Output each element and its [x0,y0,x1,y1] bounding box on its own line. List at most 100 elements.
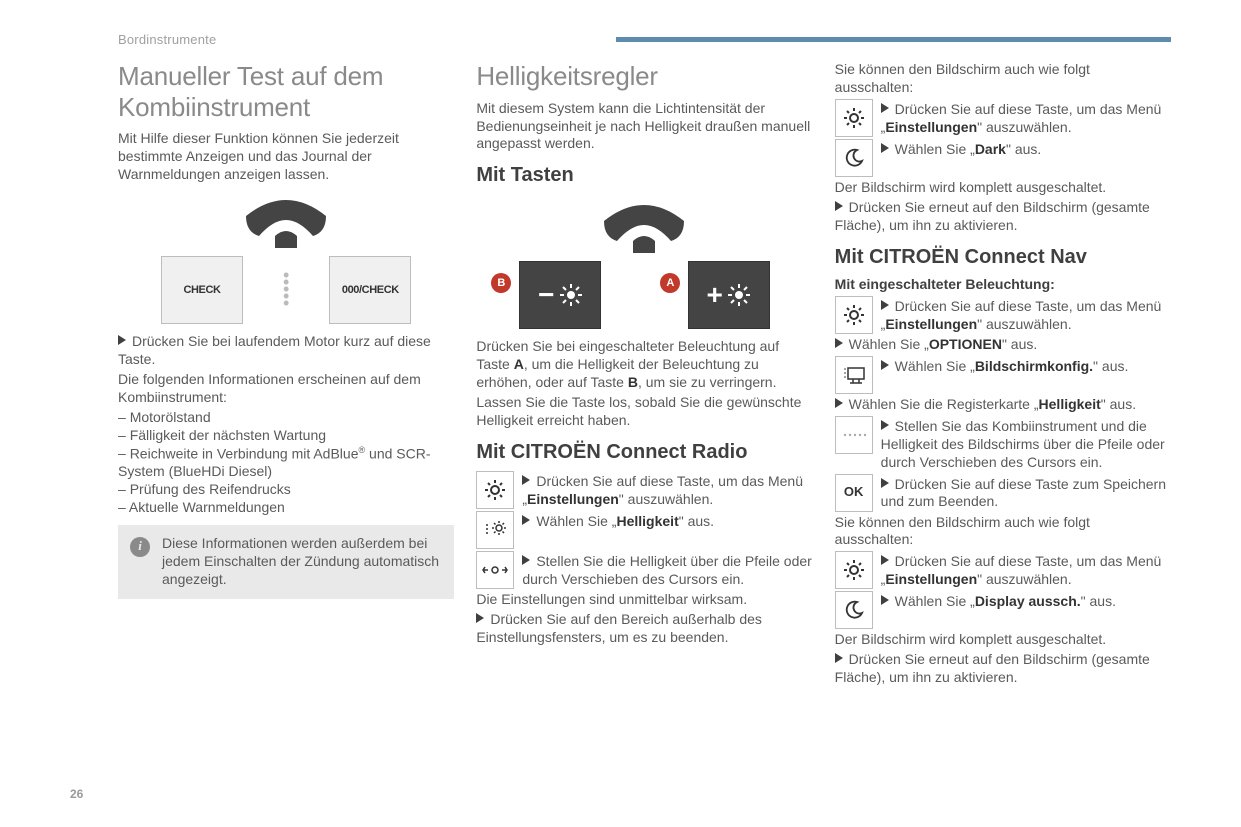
column-1: Manueller Test auf dem Kombiinstrument M… [118,61,454,689]
step-row-settings: Drücken Sie auf diese Taste, um das Menü… [835,551,1171,589]
triangle-bullet-icon [522,475,530,485]
triangle-bullet-icon [881,420,889,430]
arrows-icon [476,551,514,589]
step-text: Wählen Sie „Dark" aus. [881,139,1171,159]
column-2: Helligkeitsregler Mit diesem System kann… [476,61,812,689]
step-row-display-off: Wählen Sie „Display aussch." aus. [835,591,1171,629]
triangle-bullet-icon [881,300,889,310]
manual-page: Bordinstrumente Manueller Test auf dem K… [0,0,1241,827]
list-item: Aktuelle Warnmeldungen [118,499,454,517]
figure-divider-dots: ••••• [283,272,289,307]
badge-a: A [660,273,680,293]
step-row-arrows: Stellen Sie die Helligkeit über die Pfei… [476,551,812,589]
figure-brightness-buttons: B − A + [476,195,812,330]
page-header: Bordinstrumente [118,32,1171,47]
col3-black2: Der Bildschirm wird komplett ausgeschalt… [835,631,1171,649]
col3-off-intro2: Sie können den Bildschirm auch wie folgt… [835,514,1171,550]
col1-intro: Mit Hilfe dieser Funktion können Sie jed… [118,130,454,184]
ok-button-icon: OK [835,474,873,512]
list-item: Prüfung des Reifendrucks [118,481,454,499]
step-row-slider: Stellen Sie das Kombiinstrument und die … [835,416,1171,472]
col1-following-info: Die folgenden Informationen erscheinen a… [118,371,454,407]
step-row-settings: Drücken Sie auf diese Taste, um das Menü… [835,296,1171,334]
screen-config-icon [835,356,873,394]
gear-icon [835,296,873,334]
sun-slider-icon [476,511,514,549]
triangle-bullet-icon [476,613,484,623]
triangle-bullet-icon [835,338,843,348]
list-item: Reichweite in Verbindung mit AdBlue® und… [118,445,454,481]
triangle-bullet-icon [118,335,126,345]
col2-immediate: Die Einstellungen sind unmittelbar wirks… [476,591,812,609]
col3-lights-on: Mit eingeschalteter Beleuchtung: [835,276,1171,294]
triangle-bullet-icon [835,201,843,211]
triangle-bullet-icon [881,360,889,370]
steering-wheel-icon [241,192,331,248]
step-row-ok: OK Drücken Sie auf diese Taste zum Speic… [835,474,1171,512]
minus-icon: − [538,281,554,309]
col2-release: Lassen Sie die Taste los, sobald Sie die… [476,394,812,430]
info-callout: i Diese Informationen werden außerdem be… [118,525,454,599]
sun-icon [559,283,583,307]
step-text: Wählen Sie „Helligkeit" aus. [522,511,812,531]
triangle-bullet-icon [881,478,889,488]
list-item: Motorölstand [118,409,454,427]
step-text: Drücken Sie auf diese Taste, um das Menü… [881,99,1171,137]
page-number: 26 [70,787,83,801]
columns-container: Manueller Test auf dem Kombiinstrument M… [118,61,1171,689]
sun-icon [727,283,751,307]
col2-heading: Helligkeitsregler [476,61,812,92]
step-brightness-tab: Wählen Sie die Registerkarte „Helligkeit… [835,396,1171,414]
badge-b: B [491,273,511,293]
moon-icon [835,591,873,629]
col1-press-instruction: Drücken Sie bei laufendem Motor kurz auf… [118,333,454,369]
step-text: Stellen Sie die Helligkeit über die Pfei… [522,551,812,589]
triangle-bullet-icon [522,515,530,525]
moon-icon [835,139,873,177]
col3-sub-nav: Mit CITROËN Connect Nav [835,245,1171,271]
col2-sub-buttons: Mit Tasten [476,163,812,189]
col3-off-intro: Sie können den Bildschirm auch wie folgt… [835,61,1171,97]
info-text: Diese Informationen werden außerdem bei … [162,535,442,589]
step-row-brightness: Wählen Sie „Helligkeit" aus. [476,511,812,549]
brightness-plus-button: + [688,261,770,329]
info-icon: i [130,537,150,557]
gear-icon [476,471,514,509]
col2-sub-radio: Mit CITROËN Connect Radio [476,440,812,466]
triangle-bullet-icon [522,555,530,565]
col3-tap: Drücken Sie erneut auf den Bildschirm (g… [835,199,1171,235]
gear-icon [835,99,873,137]
step-text: Drücken Sie auf diese Taste, um das Menü… [881,296,1171,334]
check-button: CHECK [161,256,243,324]
step-row-settings: Drücken Sie auf diese Taste, um das Menü… [476,471,812,509]
col2-press-outside: Drücken Sie auf den Bereich außerhalb de… [476,611,812,647]
col3-black: Der Bildschirm wird komplett ausgeschalt… [835,179,1171,197]
col2-brightness-instruction: Drücken Sie bei eingeschalteter Beleucht… [476,338,812,392]
triangle-bullet-icon [881,103,889,113]
step-text: Wählen Sie „Bildschirmkonfig." aus. [881,356,1171,376]
header-accent-bar [616,37,1171,42]
triangle-bullet-icon [881,143,889,153]
col1-heading: Manueller Test auf dem Kombiinstrument [118,61,454,122]
triangle-bullet-icon [881,595,889,605]
step-row-settings: Drücken Sie auf diese Taste, um das Menü… [835,99,1171,137]
list-item: Fälligkeit der nächsten Wartung [118,427,454,445]
plus-icon: + [706,281,722,309]
chapter-label: Bordinstrumente [118,32,216,47]
step-row-dark: Wählen Sie „Dark" aus. [835,139,1171,177]
step-text: Drücken Sie auf diese Taste, um das Menü… [522,471,812,509]
step-options: Wählen Sie „OPTIONEN" aus. [835,336,1171,354]
brightness-minus-button: − [519,261,601,329]
dots-icon [835,416,873,454]
col3-tap2: Drücken Sie erneut auf den Bildschirm (g… [835,651,1171,687]
step-text: Drücken Sie auf diese Taste, um das Menü… [881,551,1171,589]
step-text: Stellen Sie das Kombiinstrument und die … [881,416,1171,472]
steering-wheel-icon [599,197,689,253]
000-check-button: 000/CHECK [329,256,411,324]
triangle-bullet-icon [835,653,843,663]
step-row-screen-config: Wählen Sie „Bildschirmkonfig." aus. [835,356,1171,394]
col1-info-list: Motorölstand Fälligkeit der nächsten War… [118,409,454,517]
step-text: Drücken Sie auf diese Taste zum Speicher… [881,474,1171,512]
triangle-bullet-icon [881,555,889,565]
step-text: Wählen Sie „Display aussch." aus. [881,591,1171,611]
